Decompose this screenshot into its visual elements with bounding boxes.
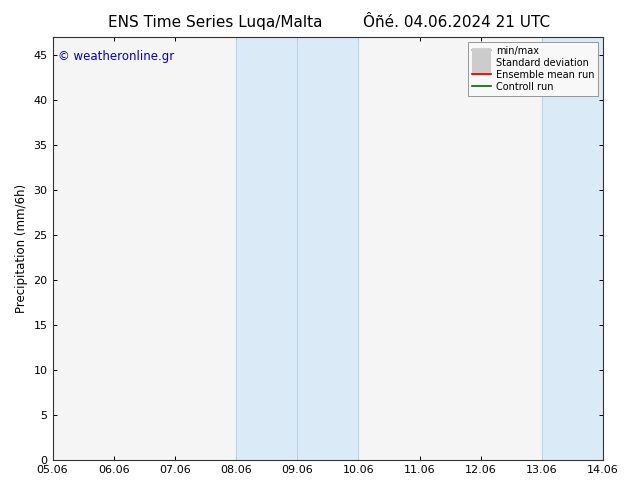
Text: Ôñé. 04.06.2024 21 UTC: Ôñé. 04.06.2024 21 UTC (363, 15, 550, 30)
Legend: min/max, Standard deviation, Ensemble mean run, Controll run: min/max, Standard deviation, Ensemble me… (468, 42, 598, 96)
Y-axis label: Precipitation (mm/6h): Precipitation (mm/6h) (15, 184, 28, 313)
Text: © weatheronline.gr: © weatheronline.gr (58, 50, 174, 63)
Bar (236, 37, 358, 460)
Bar (542, 37, 603, 460)
Text: ENS Time Series Luqa/Malta: ENS Time Series Luqa/Malta (108, 15, 323, 30)
